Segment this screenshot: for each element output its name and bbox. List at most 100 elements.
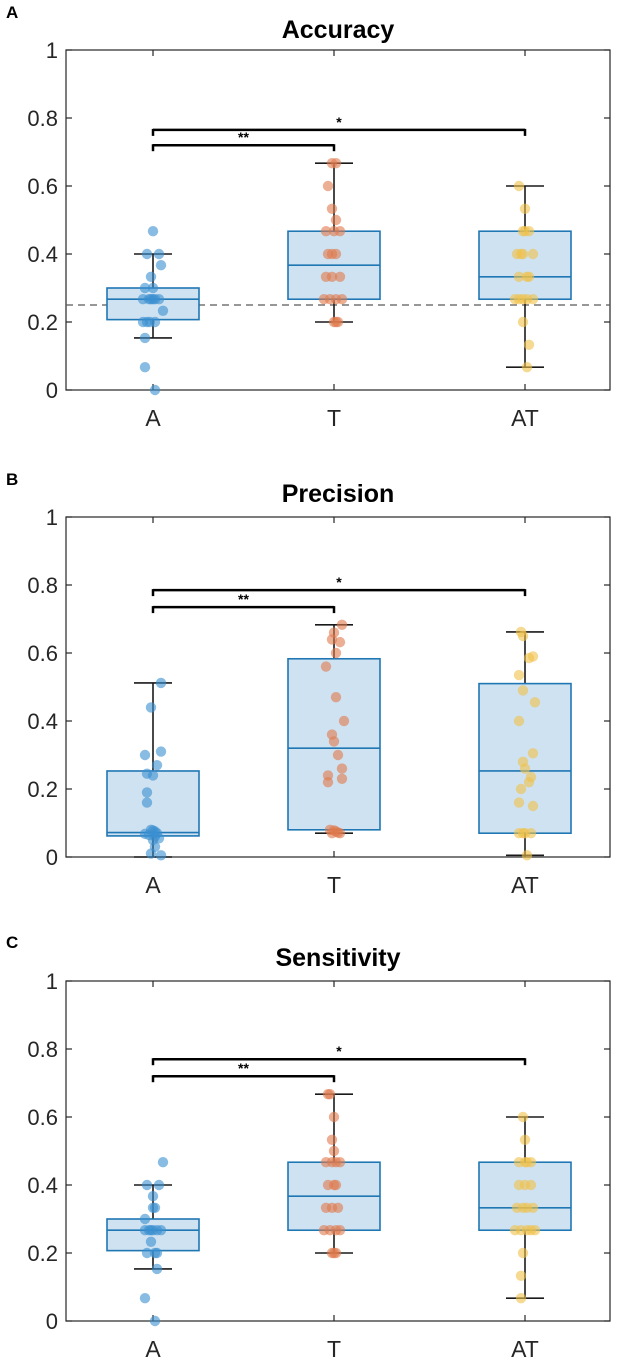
data-point-a bbox=[147, 770, 159, 781]
y-tick-label: 0.6 bbox=[27, 641, 58, 666]
data-point-at bbox=[515, 783, 527, 795]
data-point-a bbox=[155, 1225, 167, 1236]
data-point-t bbox=[322, 777, 334, 788]
y-tick-label: 0 bbox=[46, 1309, 58, 1334]
data-point-t bbox=[328, 1145, 340, 1157]
data-point-a bbox=[139, 749, 151, 761]
data-point-at bbox=[517, 316, 529, 328]
plot-frame bbox=[65, 49, 611, 391]
data-point-a bbox=[141, 787, 153, 798]
box-at bbox=[478, 230, 572, 301]
data-point-t bbox=[330, 692, 342, 703]
y-tick-label: 0.4 bbox=[27, 709, 58, 734]
x-tick-label: AT bbox=[511, 405, 539, 431]
y-tick-label: 0.2 bbox=[27, 310, 58, 335]
data-point-a bbox=[149, 1202, 161, 1213]
data-point-t bbox=[334, 271, 346, 282]
data-point-at bbox=[521, 850, 533, 861]
data-point-a bbox=[141, 1179, 153, 1191]
data-point-a bbox=[155, 677, 167, 689]
plot-frame bbox=[65, 980, 611, 1322]
data-point-at bbox=[519, 1134, 531, 1145]
data-point-at bbox=[513, 180, 525, 192]
data-point-at bbox=[521, 362, 533, 373]
data-point-a bbox=[139, 362, 151, 373]
data-point-t bbox=[332, 316, 344, 328]
x-tick-label: AT bbox=[511, 1336, 539, 1358]
significance-label: ** bbox=[238, 591, 249, 607]
data-point-a bbox=[151, 1263, 163, 1275]
y-tick-label: 0.4 bbox=[27, 242, 58, 267]
data-point-at bbox=[515, 1293, 527, 1304]
y-tick-label: 0.2 bbox=[27, 1241, 58, 1266]
y-tick-label: 0.4 bbox=[27, 1173, 58, 1198]
significance-label: * bbox=[336, 574, 342, 590]
data-point-at bbox=[513, 797, 525, 808]
chart-title: Precision bbox=[282, 480, 395, 508]
data-point-at bbox=[519, 203, 531, 214]
data-point-at bbox=[513, 669, 525, 681]
data-point-a bbox=[157, 1157, 169, 1168]
data-point-a bbox=[151, 1247, 163, 1259]
data-point-t bbox=[338, 715, 350, 727]
y-tick-label: 1 bbox=[46, 969, 58, 994]
data-point-at bbox=[527, 1202, 539, 1213]
data-point-a bbox=[155, 260, 167, 271]
y-tick-label: 0 bbox=[46, 378, 58, 403]
data-point-t bbox=[330, 1179, 342, 1191]
data-point-a bbox=[153, 294, 165, 305]
plot-frame bbox=[65, 516, 611, 858]
data-point-t bbox=[336, 773, 348, 784]
x-tick-label: AT bbox=[511, 872, 539, 898]
data-point-at bbox=[529, 697, 541, 708]
x-tick-label: T bbox=[327, 405, 341, 431]
data-point-at bbox=[513, 715, 525, 727]
data-point-a bbox=[141, 248, 153, 260]
data-point-a bbox=[149, 1315, 161, 1327]
data-point-at bbox=[527, 800, 539, 812]
data-point-a bbox=[149, 384, 161, 396]
data-point-at bbox=[523, 339, 535, 350]
data-point-t bbox=[330, 214, 342, 226]
data-point-at bbox=[517, 630, 529, 642]
data-point-t bbox=[320, 661, 332, 672]
data-point-at bbox=[517, 1111, 529, 1123]
data-point-at bbox=[515, 1270, 527, 1281]
data-point-a bbox=[157, 305, 169, 316]
data-point-t bbox=[334, 1157, 346, 1168]
data-point-at bbox=[523, 777, 535, 788]
data-point-a bbox=[145, 271, 157, 282]
data-point-at bbox=[523, 226, 535, 237]
significance-label: ** bbox=[238, 129, 249, 145]
y-tick-label: 0.8 bbox=[27, 1037, 58, 1062]
data-point-at bbox=[529, 1225, 541, 1236]
data-point-t bbox=[330, 158, 342, 169]
x-tick-label: A bbox=[145, 405, 161, 431]
y-tick-label: 0.6 bbox=[27, 174, 58, 199]
data-point-a bbox=[147, 282, 159, 294]
data-point-t bbox=[336, 619, 348, 630]
data-point-at bbox=[517, 248, 529, 260]
data-point-at bbox=[525, 1179, 537, 1191]
data-point-a bbox=[139, 1293, 151, 1304]
data-point-a bbox=[153, 1179, 165, 1191]
data-point-t bbox=[334, 1225, 346, 1236]
y-tick-label: 0 bbox=[46, 845, 58, 870]
data-point-t bbox=[334, 226, 346, 237]
data-point-t bbox=[320, 226, 332, 237]
data-point-a bbox=[155, 746, 167, 757]
data-point-t bbox=[326, 828, 338, 839]
data-point-at bbox=[525, 828, 537, 839]
significance-label: * bbox=[336, 1043, 342, 1059]
data-point-a bbox=[141, 797, 153, 808]
y-tick-label: 0.2 bbox=[27, 777, 58, 802]
data-point-t bbox=[326, 634, 338, 645]
data-point-at bbox=[523, 652, 535, 664]
data-point-t bbox=[330, 248, 342, 260]
data-point-a bbox=[147, 1191, 159, 1202]
x-tick-label: A bbox=[145, 1336, 161, 1358]
data-point-a bbox=[139, 282, 151, 294]
data-point-t bbox=[328, 736, 340, 747]
data-point-a bbox=[139, 1213, 151, 1225]
